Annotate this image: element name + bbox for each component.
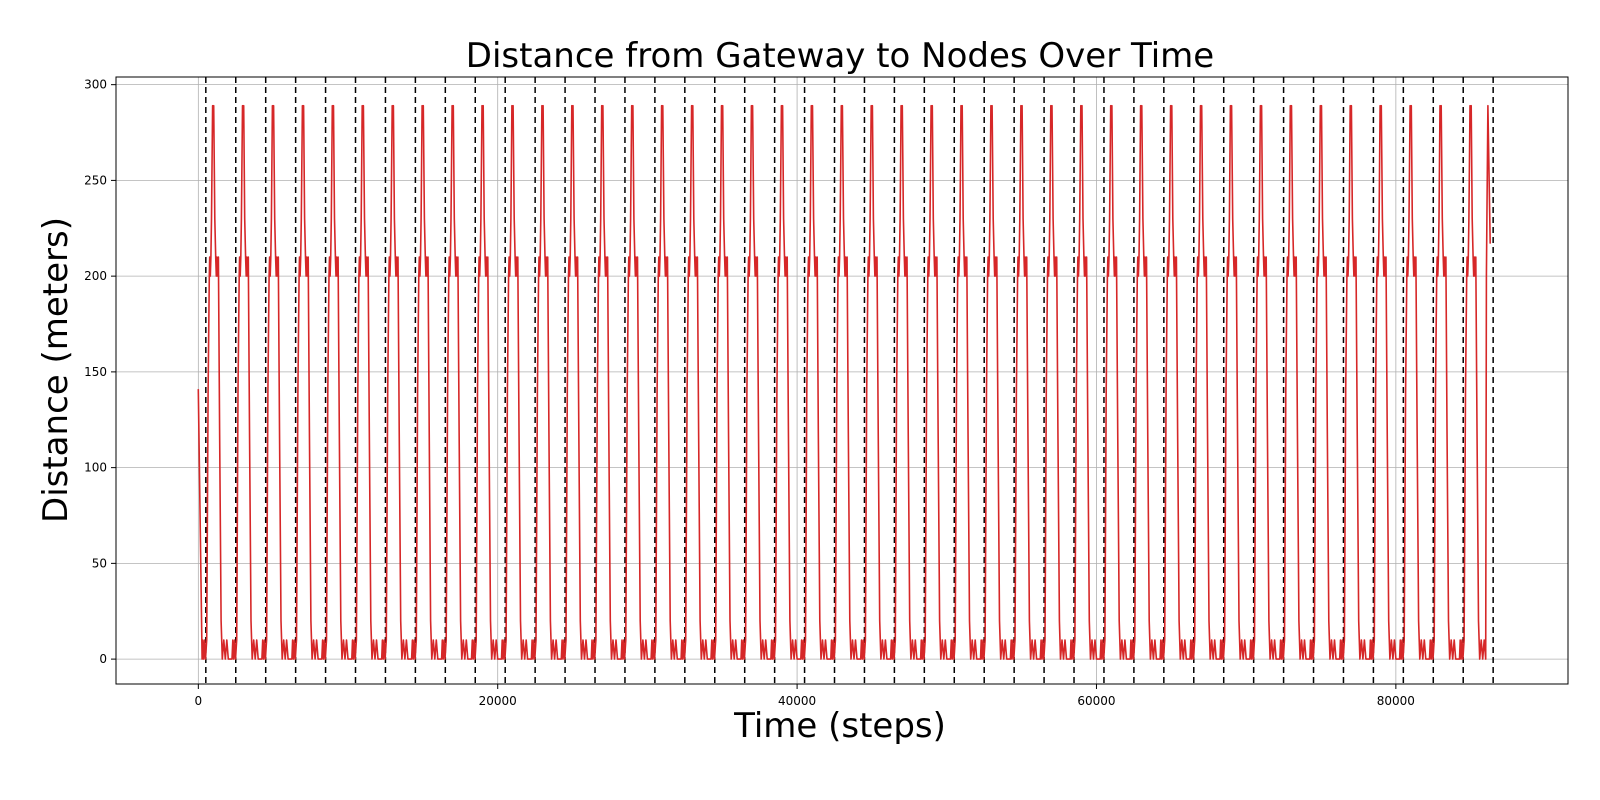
- x-tick-label: 60000: [1077, 694, 1115, 708]
- y-tick-label: 300: [84, 78, 107, 92]
- vertical-markers: [205, 77, 1494, 684]
- x-ticks: 0 20000 40000 60000 80000: [195, 684, 1415, 708]
- y-tick-label: 200: [84, 269, 107, 283]
- y-ticks: 0 50 100 150 200 250 300: [84, 78, 116, 666]
- y-tick-label: 100: [84, 461, 107, 475]
- y-tick-label: 250: [84, 173, 107, 187]
- y-tick-label: 0: [99, 652, 107, 666]
- x-axis-label: Time (steps): [733, 706, 946, 746]
- y-tick-label: 150: [84, 365, 107, 379]
- chart-title: Distance from Gateway to Nodes Over Time: [466, 36, 1214, 76]
- series-line: [197, 104, 1491, 660]
- y-axis-label: Distance (meters): [36, 217, 76, 523]
- series-layer: [197, 104, 1491, 660]
- x-tick-label: 20000: [479, 694, 517, 708]
- plot-frame: [115, 76, 1569, 685]
- x-tick-label: 80000: [1377, 694, 1415, 708]
- x-tick-label: 0: [195, 694, 203, 708]
- x-tick-label: 40000: [778, 694, 816, 708]
- y-tick-label: 50: [92, 556, 107, 570]
